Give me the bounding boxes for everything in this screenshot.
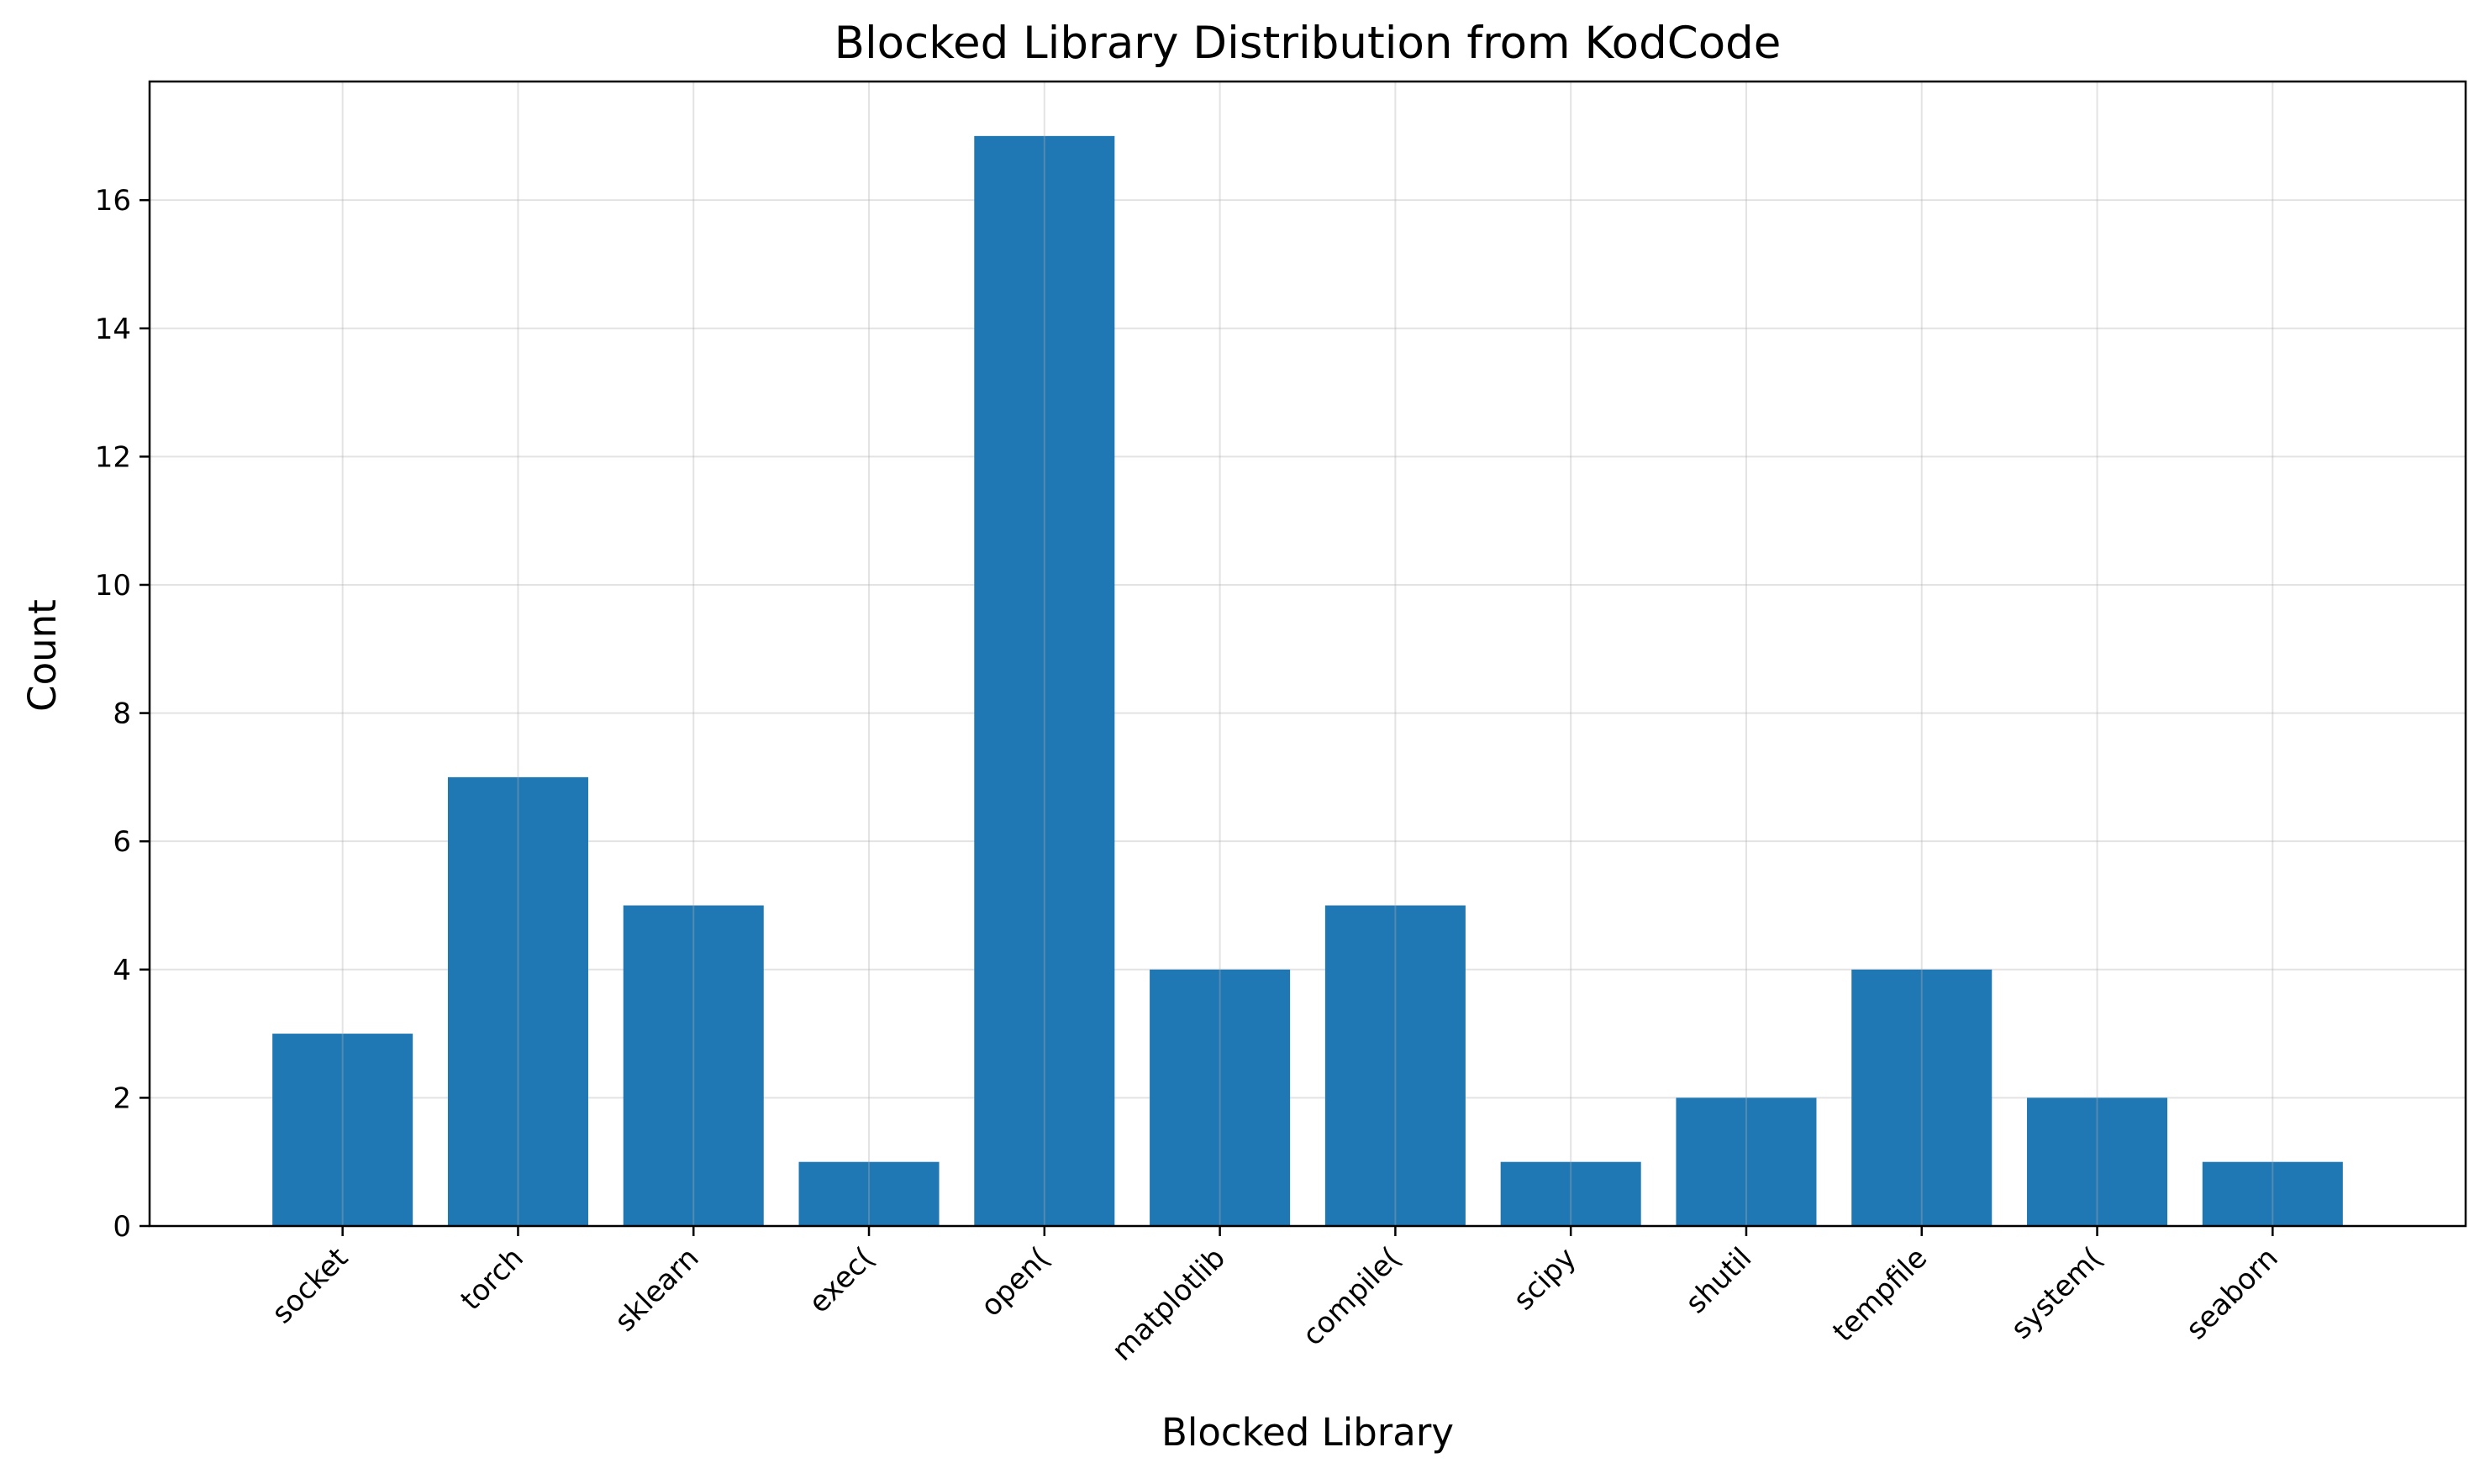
- bars: [272, 135, 2343, 1226]
- bar-compile: [1324, 905, 1466, 1226]
- y-tick-label: 12: [95, 440, 131, 474]
- vertical-grid-lines: [341, 82, 2274, 1226]
- y-axis: 0 2 4 6 8 10 12 14 16: [95, 184, 150, 1244]
- bar-torch: [447, 776, 588, 1226]
- bar-seaborn: [2202, 1161, 2343, 1226]
- bar-matplotlib: [1150, 969, 1291, 1226]
- bar-system: [2027, 1097, 2168, 1226]
- bar-socket: [272, 1034, 413, 1226]
- y-tick-label: 14: [95, 313, 131, 346]
- y-tick-label: 4: [113, 954, 131, 987]
- bar-exec: [798, 1161, 940, 1226]
- y-tick-label: 16: [95, 184, 131, 218]
- bar-sklearn: [623, 905, 764, 1226]
- y-tick-label: 2: [113, 1081, 131, 1115]
- chart-title: Blocked Library Distribution from KodCod…: [834, 18, 1782, 69]
- y-tick-label: 8: [113, 697, 131, 731]
- bar-open: [974, 135, 1115, 1226]
- plot-frame: [148, 80, 2467, 1228]
- y-tick-label: 10: [95, 569, 131, 603]
- bar-shutil: [1676, 1097, 1817, 1226]
- bar-scipy: [1500, 1161, 1641, 1226]
- y-tick-label: 6: [113, 825, 131, 859]
- y-tick-label: 0: [113, 1210, 131, 1244]
- y-axis-label: Count: [20, 599, 65, 712]
- x-axis-label: Blocked Library: [1161, 1410, 1454, 1455]
- bar-tempfile: [1851, 969, 1993, 1226]
